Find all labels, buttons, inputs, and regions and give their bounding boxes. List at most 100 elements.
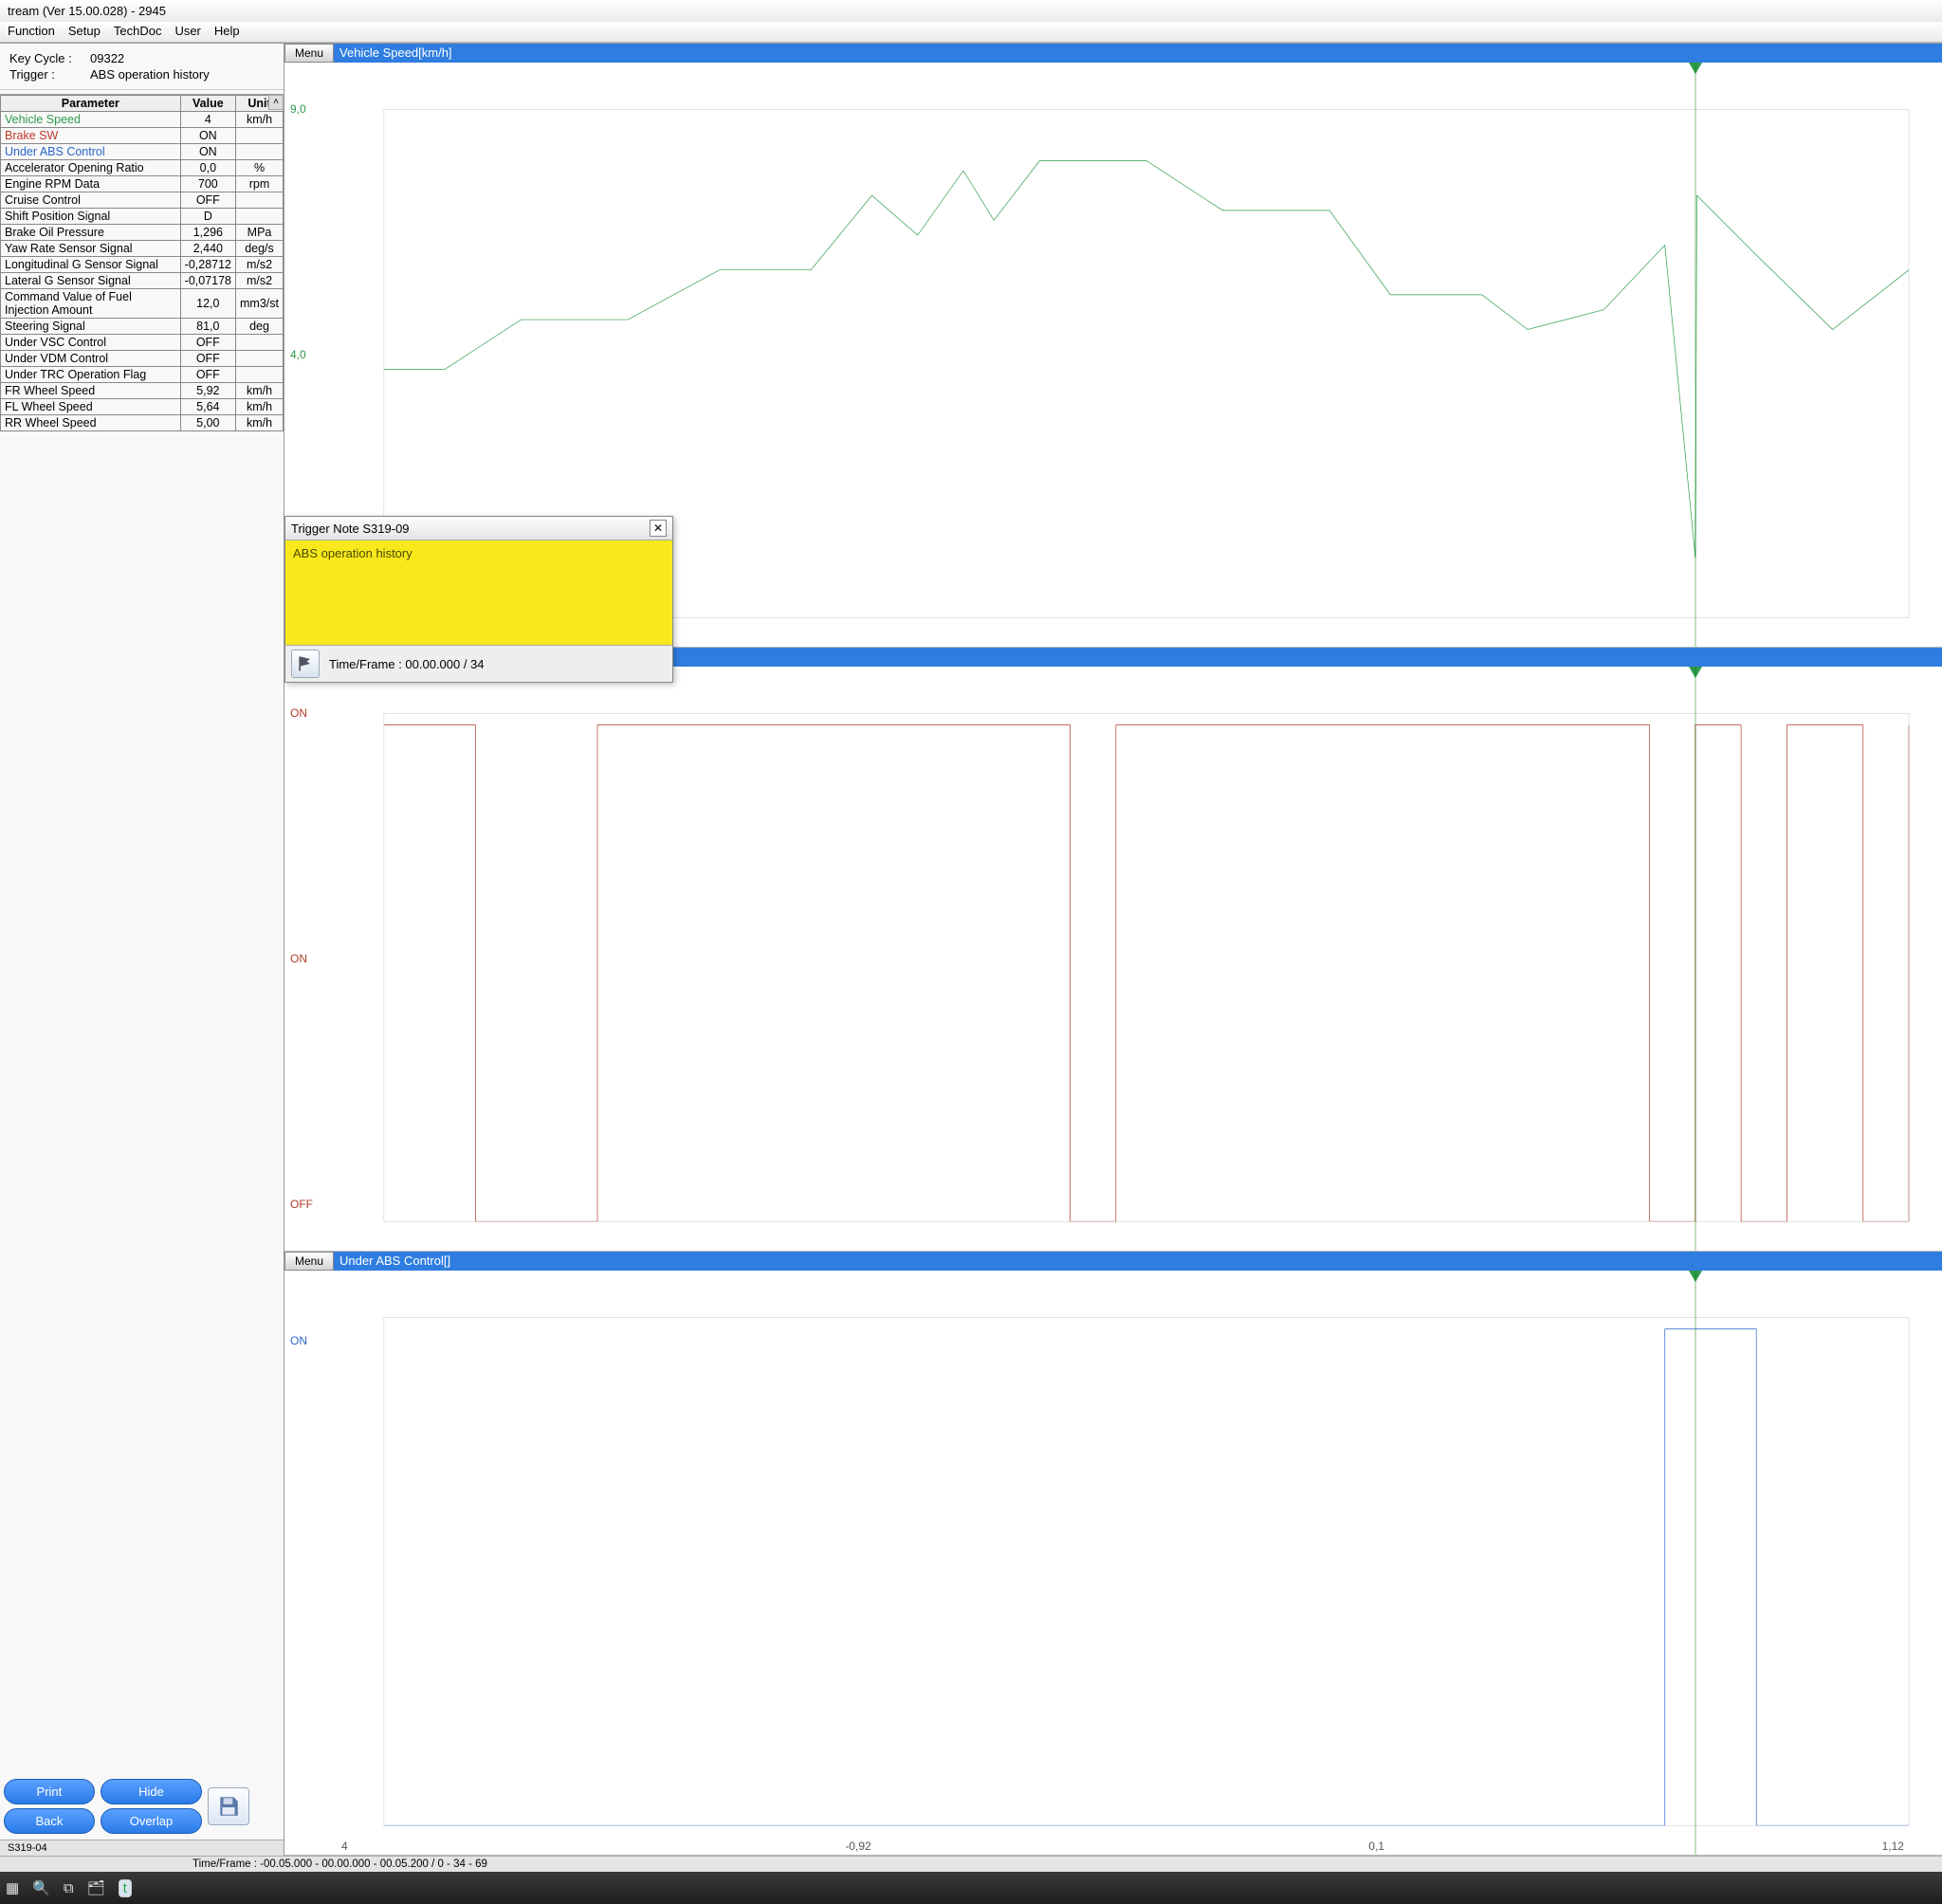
- x-tick-label: -0,92: [845, 1840, 870, 1853]
- hide-button[interactable]: Hide: [101, 1779, 202, 1804]
- param-unit: m/s2: [236, 273, 284, 289]
- app-t-icon[interactable]: t: [119, 1879, 132, 1897]
- table-row[interactable]: Yaw Rate Sensor Signal2,440deg/s: [1, 241, 284, 257]
- popup-footer-icon[interactable]: [291, 650, 320, 678]
- param-unit: [236, 144, 284, 160]
- parameter-table-wrap[interactable]: Parameter Value Unit Vehicle Speed4km/hB…: [0, 94, 284, 1773]
- col-value[interactable]: Value: [180, 96, 235, 112]
- param-value: 4: [180, 112, 235, 128]
- x-tick-label: 4: [341, 1840, 348, 1853]
- param-value: OFF: [180, 192, 235, 209]
- menu-function[interactable]: Function: [8, 24, 55, 38]
- scroll-up-icon[interactable]: ˄: [268, 95, 284, 110]
- chart-1: MenuBrake SW[]ONONOFF: [284, 648, 1942, 1252]
- param-unit: mm3/st: [236, 289, 284, 319]
- param-unit: [236, 128, 284, 144]
- param-value: 1,296: [180, 225, 235, 241]
- chart-menu-button[interactable]: Menu: [284, 1252, 334, 1271]
- floppy-disk-icon: [216, 1794, 241, 1819]
- param-unit: deg/s: [236, 241, 284, 257]
- param-unit: %: [236, 160, 284, 176]
- table-row[interactable]: Lateral G Sensor Signal-0,07178m/s2: [1, 273, 284, 289]
- param-value: 2,440: [180, 241, 235, 257]
- chart-area: MenuVehicle Speed[km/h]9,04,04,0MenuBrak…: [284, 44, 1942, 1856]
- param-name: RR Wheel Speed: [1, 415, 181, 431]
- table-row[interactable]: Brake SWON: [1, 128, 284, 144]
- file-explorer-icon[interactable]: 🗂: [87, 1879, 105, 1896]
- save-icon-button[interactable]: [208, 1787, 249, 1825]
- overlap-button[interactable]: Overlap: [101, 1808, 202, 1834]
- param-value: OFF: [180, 335, 235, 351]
- param-name: FL Wheel Speed: [1, 399, 181, 415]
- param-unit: km/h: [236, 415, 284, 431]
- param-name: Command Value of Fuel Injection Amount: [1, 289, 181, 319]
- param-name: Lateral G Sensor Signal: [1, 273, 181, 289]
- table-row[interactable]: Under VSC ControlOFF: [1, 335, 284, 351]
- param-unit: km/h: [236, 112, 284, 128]
- param-name: Yaw Rate Sensor Signal: [1, 241, 181, 257]
- param-name: Under ABS Control: [1, 144, 181, 160]
- windows-start-icon[interactable]: ▦: [6, 1879, 19, 1896]
- menu-help[interactable]: Help: [214, 24, 240, 38]
- param-name: Accelerator Opening Ratio: [1, 160, 181, 176]
- table-row[interactable]: Shift Position SignalD: [1, 209, 284, 225]
- table-row[interactable]: Engine RPM Data700rpm: [1, 176, 284, 192]
- param-unit: [236, 351, 284, 367]
- param-value: 5,00: [180, 415, 235, 431]
- x-tick-label: 1,12: [1882, 1840, 1904, 1853]
- param-value: 12,0: [180, 289, 235, 319]
- back-button[interactable]: Back: [4, 1808, 95, 1834]
- param-value: 0,0: [180, 160, 235, 176]
- param-value: OFF: [180, 351, 235, 367]
- table-row[interactable]: Command Value of Fuel Injection Amount12…: [1, 289, 284, 319]
- chart-body[interactable]: ON4-0,920,11,12: [284, 1271, 1942, 1855]
- table-row[interactable]: FL Wheel Speed5,64km/h: [1, 399, 284, 415]
- param-value: -0,07178: [180, 273, 235, 289]
- param-unit: m/s2: [236, 257, 284, 273]
- param-name: Cruise Control: [1, 192, 181, 209]
- trigger-value: ABS operation history: [90, 67, 210, 82]
- table-row[interactable]: Accelerator Opening Ratio0,0%: [1, 160, 284, 176]
- chart-2: MenuUnder ABS Control[]ON4-0,920,11,12: [284, 1252, 1942, 1856]
- statusbar: Time/Frame : -00.05.000 - 00.00.000 - 00…: [0, 1856, 1942, 1872]
- col-parameter[interactable]: Parameter: [1, 96, 181, 112]
- table-row[interactable]: FR Wheel Speed5,92km/h: [1, 383, 284, 399]
- table-row[interactable]: Longitudinal G Sensor Signal-0,28712m/s2: [1, 257, 284, 273]
- table-row[interactable]: Under TRC Operation FlagOFF: [1, 367, 284, 383]
- close-icon[interactable]: ✕: [650, 520, 667, 537]
- param-name: Shift Position Signal: [1, 209, 181, 225]
- table-row[interactable]: Brake Oil Pressure1,296MPa: [1, 225, 284, 241]
- param-value: -0,28712: [180, 257, 235, 273]
- param-unit: MPa: [236, 225, 284, 241]
- popup-body: ABS operation history: [285, 540, 672, 645]
- trigger-note-popup[interactable]: Trigger Note S319-09 ✕ ABS operation his…: [284, 516, 673, 683]
- param-unit: [236, 335, 284, 351]
- param-value: 700: [180, 176, 235, 192]
- table-row[interactable]: Steering Signal81,0deg: [1, 319, 284, 335]
- menu-techdoc[interactable]: TechDoc: [114, 24, 162, 38]
- table-row[interactable]: Vehicle Speed4km/h: [1, 112, 284, 128]
- param-value: 5,64: [180, 399, 235, 415]
- chart-body[interactable]: ONONOFF: [284, 667, 1942, 1251]
- param-unit: rpm: [236, 176, 284, 192]
- task-view-icon[interactable]: ⧉: [64, 1880, 74, 1896]
- popup-footer-text: Time/Frame : 00.00.000 / 34: [329, 657, 485, 671]
- window-title: tream (Ver 15.00.028) - 2945: [0, 0, 1942, 22]
- param-name: Longitudinal G Sensor Signal: [1, 257, 181, 273]
- button-row: Print Hide Back Overlap: [0, 1773, 284, 1840]
- param-name: Under TRC Operation Flag: [1, 367, 181, 383]
- menu-setup[interactable]: Setup: [68, 24, 101, 38]
- parameter-table: Parameter Value Unit Vehicle Speed4km/hB…: [0, 95, 284, 431]
- table-row[interactable]: Cruise ControlOFF: [1, 192, 284, 209]
- table-row[interactable]: Under VDM ControlOFF: [1, 351, 284, 367]
- print-button[interactable]: Print: [4, 1779, 95, 1804]
- menu-user[interactable]: User: [174, 24, 200, 38]
- chart-menu-button[interactable]: Menu: [284, 44, 334, 63]
- table-row[interactable]: Under ABS ControlON: [1, 144, 284, 160]
- search-icon[interactable]: 🔍: [32, 1879, 50, 1896]
- param-name: Vehicle Speed: [1, 112, 181, 128]
- chart-title: Vehicle Speed[km/h]: [334, 44, 1942, 63]
- table-row[interactable]: RR Wheel Speed5,00km/h: [1, 415, 284, 431]
- x-tick-label: 0,1: [1368, 1840, 1384, 1853]
- flag-icon: [296, 654, 315, 673]
